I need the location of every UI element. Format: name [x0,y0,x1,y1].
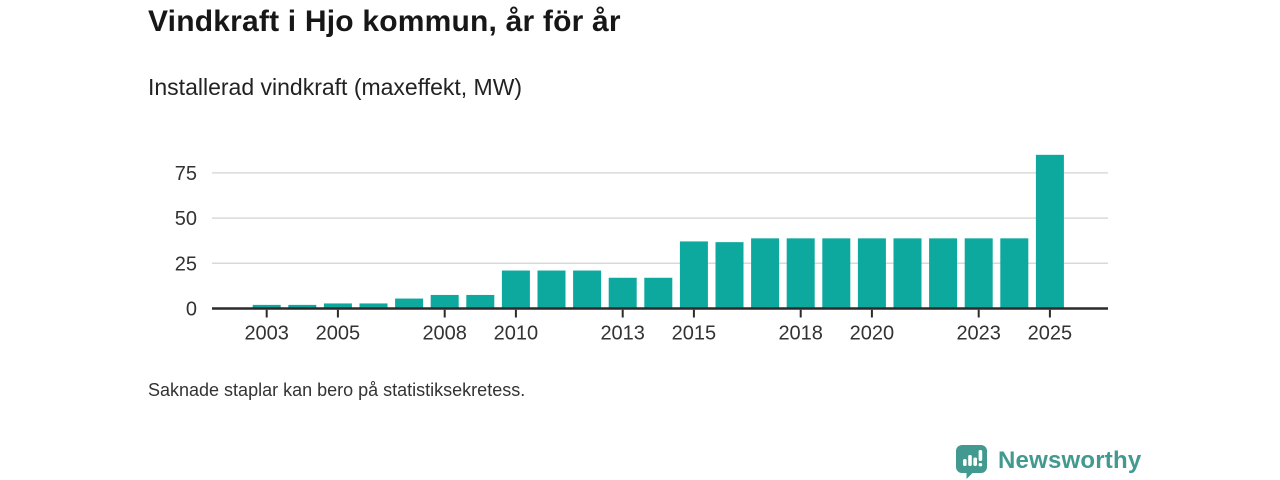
x-axis-tick-label-2005: 2005 [316,323,361,345]
bar-2023 [964,238,993,309]
chart-footnote: Saknade staplar kan bero på statistiksek… [148,380,526,400]
bar-2010 [501,270,530,309]
x-axis-tick-label-2025: 2025 [1028,323,1073,345]
x-axis-tick-label-2015: 2015 [672,323,717,345]
chart-subtitle: Installerad vindkraft (maxeffekt, MW) [148,74,523,100]
bar-2025 [1035,154,1064,309]
bar-2008 [430,294,459,309]
bar-2005 [323,303,352,309]
bar-2004 [288,304,317,309]
x-axis-tick-label-2018: 2018 [778,323,823,345]
bar-2003 [252,304,281,309]
bar-2021 [893,238,922,309]
bar-2006 [359,303,388,309]
y-axis-tick-label-25: 25 [175,253,197,275]
newsworthy-logo-text: Newsworthy [998,446,1142,474]
bar-2009 [466,294,495,309]
bar-2022 [929,238,958,309]
bar-chart: 0 25 50 75 2003 2005 2008 2010 2013 2015 2018 2020 2… [175,154,1108,345]
bar-2013 [608,277,637,309]
bar-2016 [715,242,744,309]
newsworthy-logo-icon [956,445,987,479]
x-axis-tick-label-2013: 2013 [600,323,645,345]
x-axis-tick-label-2023: 2023 [956,323,1001,345]
x-axis-tick-label-2008: 2008 [422,323,467,345]
y-axis-tick-label-50: 50 [175,208,197,230]
bar-2012 [573,270,602,309]
bar-2017 [751,238,780,309]
y-axis-tick-label-0: 0 [186,299,197,321]
x-axis-tick-label-2010: 2010 [494,323,539,345]
newsworthy-branding: Newsworthy [953,442,1141,479]
bar-2019 [822,238,851,309]
bar-2018 [786,238,815,309]
bar-2024 [1000,238,1029,309]
bar-2011 [537,270,566,309]
y-axis-tick-label-75: 75 [175,163,197,185]
bar-2020 [857,238,886,309]
bar-2014 [644,277,673,309]
bar-2007 [395,298,424,309]
x-axis-tick-label-2003: 2003 [244,323,289,345]
chart-title: Vindkraft i Hjo kommun, år för år [148,5,621,38]
bar-2015 [679,241,708,309]
x-axis-tick-label-2020: 2020 [850,323,895,345]
